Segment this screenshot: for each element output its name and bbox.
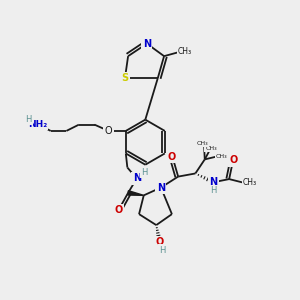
Text: S: S (122, 73, 128, 83)
Text: N: N (209, 177, 217, 187)
Text: N: N (157, 182, 165, 193)
Text: H: H (141, 168, 148, 177)
Text: N: N (143, 39, 151, 49)
Polygon shape (128, 191, 144, 195)
Text: NH₂: NH₂ (28, 120, 47, 129)
Text: CH₃: CH₃ (243, 178, 257, 188)
Text: O: O (168, 152, 176, 162)
Text: H: H (159, 246, 166, 255)
Text: O: O (105, 126, 112, 136)
Text: O: O (115, 205, 123, 215)
Text: O: O (230, 155, 238, 165)
Text: CH₃: CH₃ (197, 141, 208, 146)
Text: H: H (26, 115, 32, 124)
Text: H: H (210, 187, 216, 196)
Text: CH₃: CH₃ (205, 146, 217, 151)
Text: CH₃: CH₃ (216, 154, 227, 159)
Text: N: N (133, 173, 141, 184)
Text: CH₃: CH₃ (178, 47, 192, 56)
Text: O: O (155, 237, 164, 247)
